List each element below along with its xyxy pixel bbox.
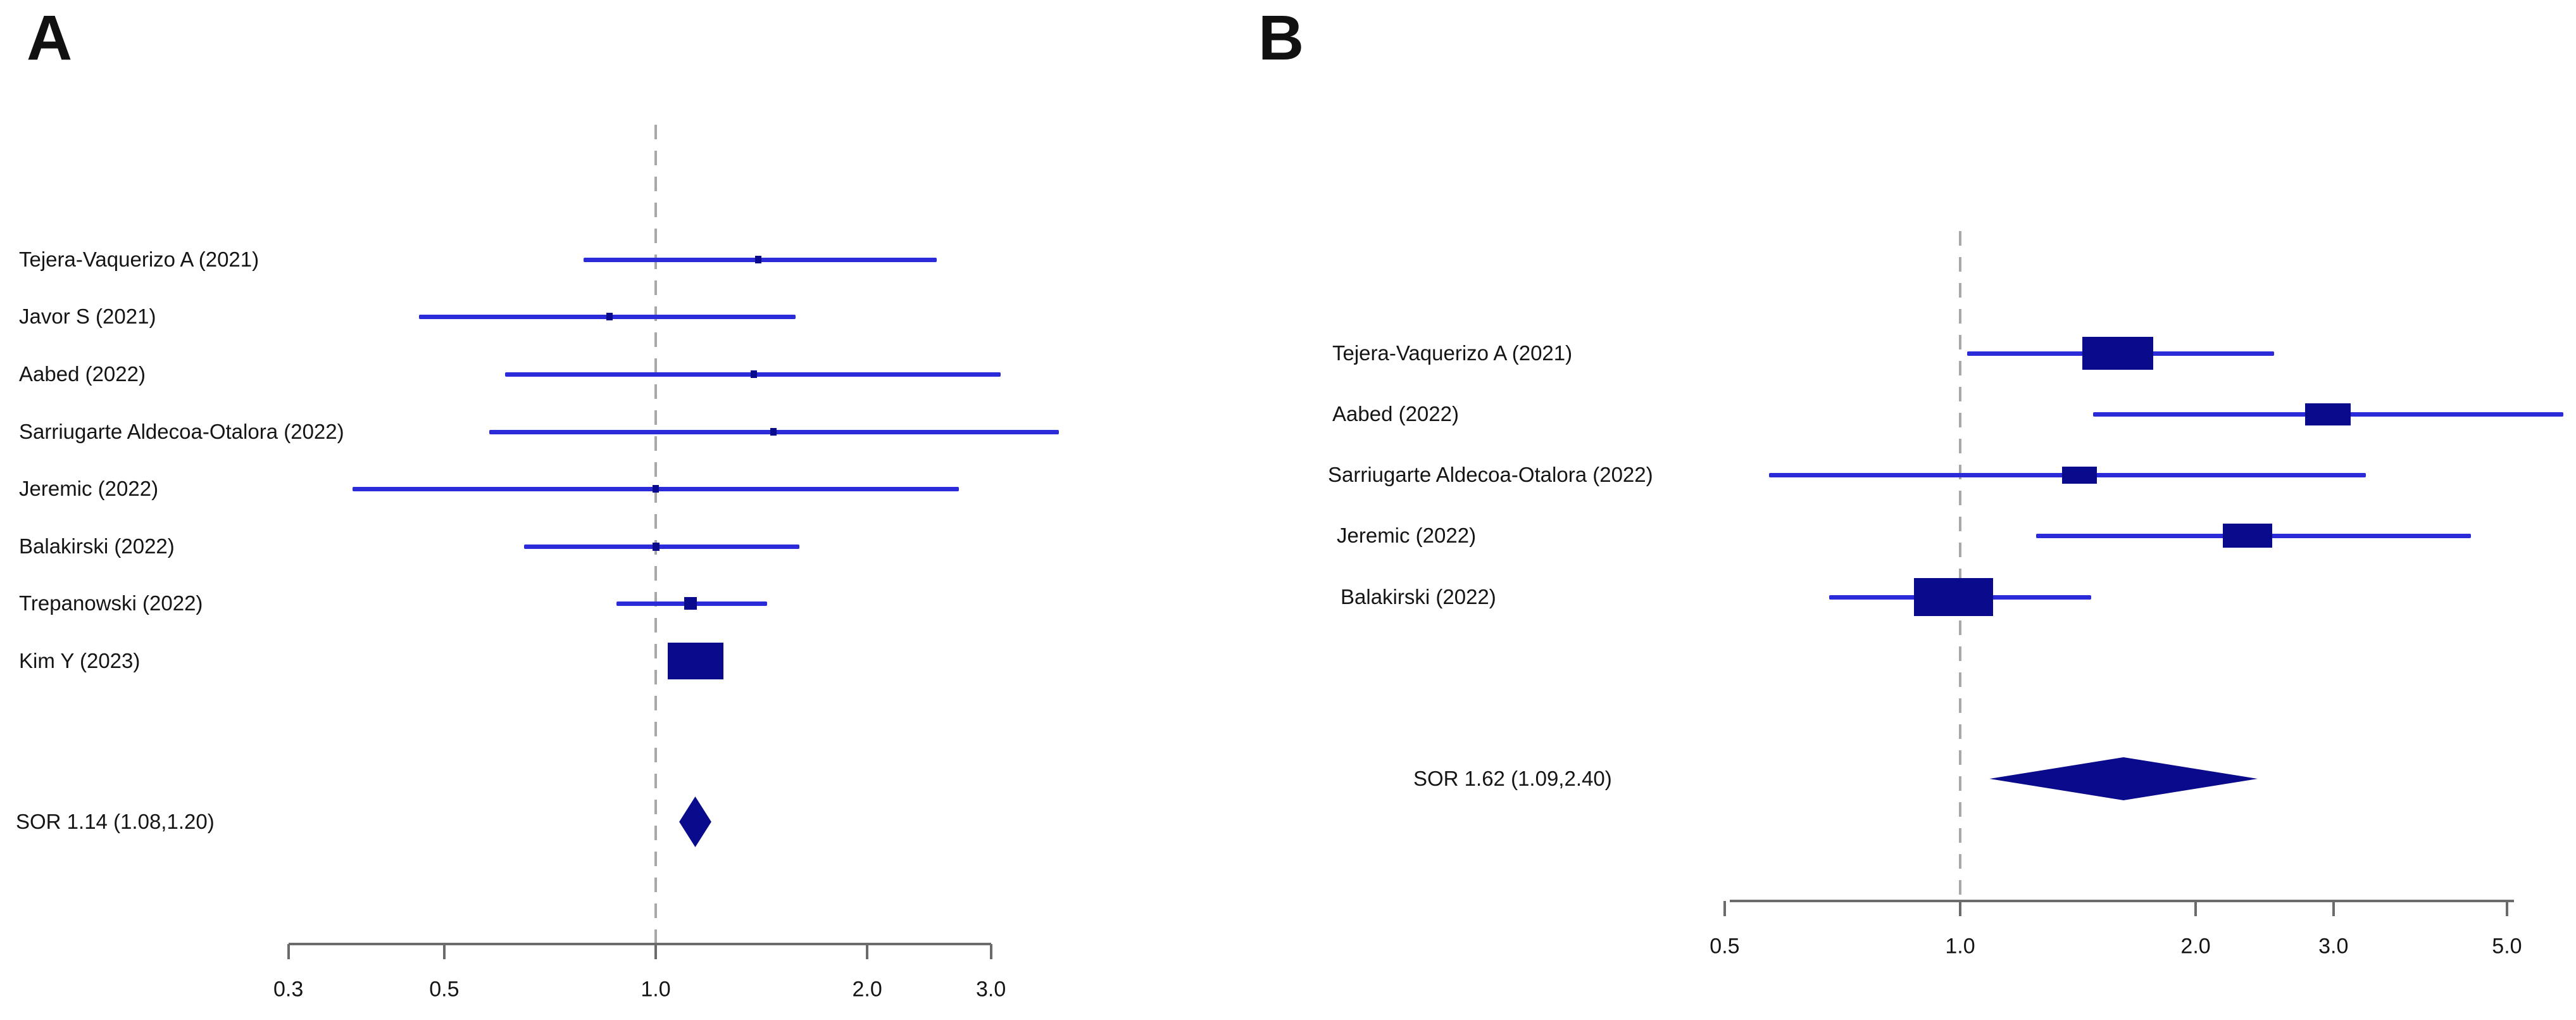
estimate-marker [2082,337,2153,370]
x-axis-tick-2.0 [866,944,869,959]
x-axis-tick-label-0.5: 0.5 [429,977,460,1002]
x-axis-tick-label-3.0: 3.0 [975,977,1006,1002]
x-axis-line-B [1730,900,2514,902]
x-axis-tick-0.5 [1723,901,1726,916]
estimate-marker [751,370,758,378]
study-label: Balakirski (2022) [19,534,175,558]
summary-sor-label: SOR 1.62 (1.09,2.40) [1413,767,1612,790]
estimate-marker [684,597,697,610]
estimate-marker [668,643,724,679]
x-axis-tick-3.0 [989,944,992,959]
study-label: Sarriugarte Aldecoa-Otalora (2022) [1328,463,1653,486]
study-label: Tejera-Vaquerizo A (2021) [19,248,259,271]
confidence-interval-line [524,544,799,549]
estimate-marker [1913,578,1993,616]
estimate-marker [653,485,659,493]
x-axis-tick-label-1.0: 1.0 [1945,934,1975,959]
x-axis-tick-label-0.3: 0.3 [273,977,304,1002]
estimate-marker [606,313,613,320]
x-axis-tick-label-5.0: 5.0 [2492,934,2522,959]
study-label: Tejera-Vaquerizo A (2021) [1332,341,1573,365]
study-label: Kim Y (2023) [19,649,141,672]
study-label: Trepanowski (2022) [19,591,203,615]
estimate-marker [2304,403,2351,425]
study-label: Sarriugarte Aldecoa-Otalora (2022) [19,420,344,443]
x-axis-tick-3.0 [2332,901,2335,916]
estimate-marker [755,256,762,263]
x-axis-tick-label-2.0: 2.0 [2180,934,2211,959]
panel-b-label: B [1258,3,1304,73]
study-label: Jeremic (2022) [19,477,159,500]
summary-diamond [679,796,711,847]
study-label: Aabed (2022) [19,362,146,386]
estimate-marker [2223,524,2273,548]
x-axis-tick-1.0 [654,944,657,959]
estimate-marker [2061,466,2097,484]
summary-diamond [1989,757,2258,800]
study-label: Jeremic (2022) [1337,524,1477,547]
panel-a-label: A [27,3,73,73]
x-axis-tick-0.3 [287,944,290,959]
estimate-marker [770,428,777,436]
x-axis-tick-2.0 [2194,901,2198,916]
estimate-marker [652,542,660,551]
x-axis-tick-0.5 [442,944,446,959]
summary-sor-label: SOR 1.14 (1.08,1.20) [16,810,215,833]
x-axis-tick-label-3.0: 3.0 [2318,934,2349,959]
study-label: Aabed (2022) [1332,402,1459,425]
study-label: Balakirski (2022) [1341,585,1496,608]
study-label: Javor S (2021) [19,305,156,328]
x-axis-line-A [289,943,991,945]
x-axis-tick-label-2.0: 2.0 [852,977,882,1002]
x-axis-tick-5.0 [2505,901,2508,916]
x-axis-tick-label-0.5: 0.5 [1710,934,1740,959]
x-axis-tick-1.0 [1959,901,1961,916]
reference-line-A [654,125,657,944]
reference-line-B [1959,231,1961,901]
x-axis-tick-label-1.0: 1.0 [641,977,671,1002]
